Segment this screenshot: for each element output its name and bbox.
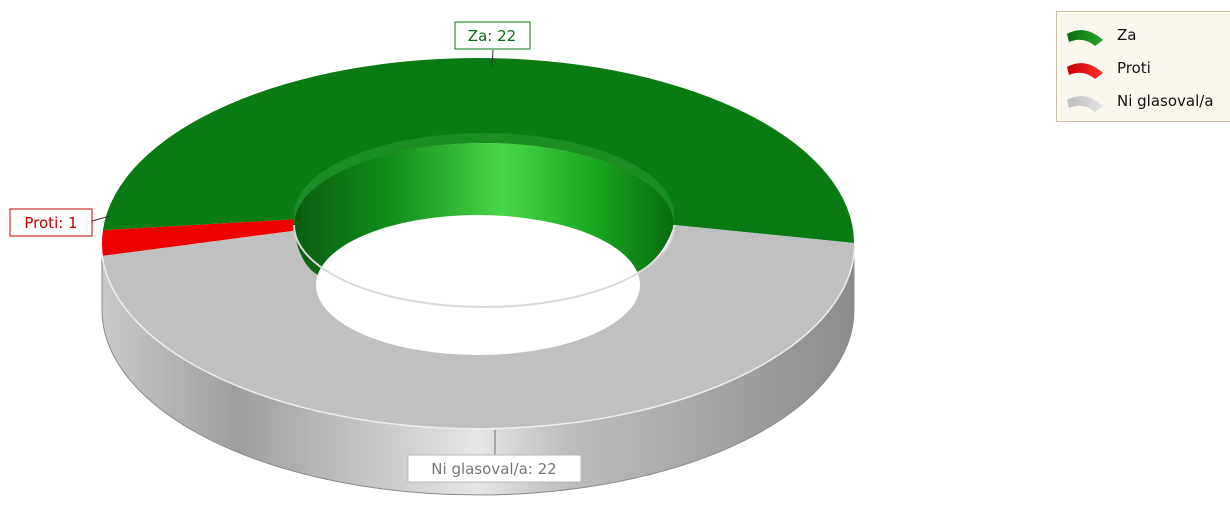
legend-swatch-proti bbox=[1067, 63, 1103, 79]
ni-data-label: Ni glasoval/a: 22 bbox=[431, 460, 556, 478]
slice-proti bbox=[101, 219, 295, 256]
proti-label-box bbox=[9, 208, 93, 237]
legend-swatch-ni-glasoval bbox=[1067, 96, 1103, 112]
legend-label-ni-glasoval: Ni glasoval/a bbox=[1117, 92, 1214, 110]
hole-lower-lip bbox=[293, 224, 675, 308]
legend-item-proti: Proti bbox=[1065, 55, 1230, 81]
ni-label-box bbox=[407, 454, 582, 483]
legend-swatch-za bbox=[1067, 30, 1103, 46]
legend-item-za: Za bbox=[1065, 22, 1230, 48]
chart-legend: Za Proti Ni glasoval/a bbox=[1056, 11, 1230, 122]
za-data-label: Za: 22 bbox=[468, 27, 516, 45]
hole-inner-wall bbox=[294, 143, 674, 275]
za-label-box bbox=[454, 21, 531, 50]
legend-item-ni-glasoval: Ni glasoval/a bbox=[1065, 88, 1230, 114]
legend-label-proti: Proti bbox=[1117, 59, 1151, 77]
legend-label-za: Za bbox=[1117, 26, 1137, 44]
proti-data-label: Proti: 1 bbox=[24, 214, 77, 232]
za-label-leader bbox=[491, 49, 494, 67]
hole-opening bbox=[316, 215, 640, 355]
proti-label-leader bbox=[91, 215, 111, 222]
